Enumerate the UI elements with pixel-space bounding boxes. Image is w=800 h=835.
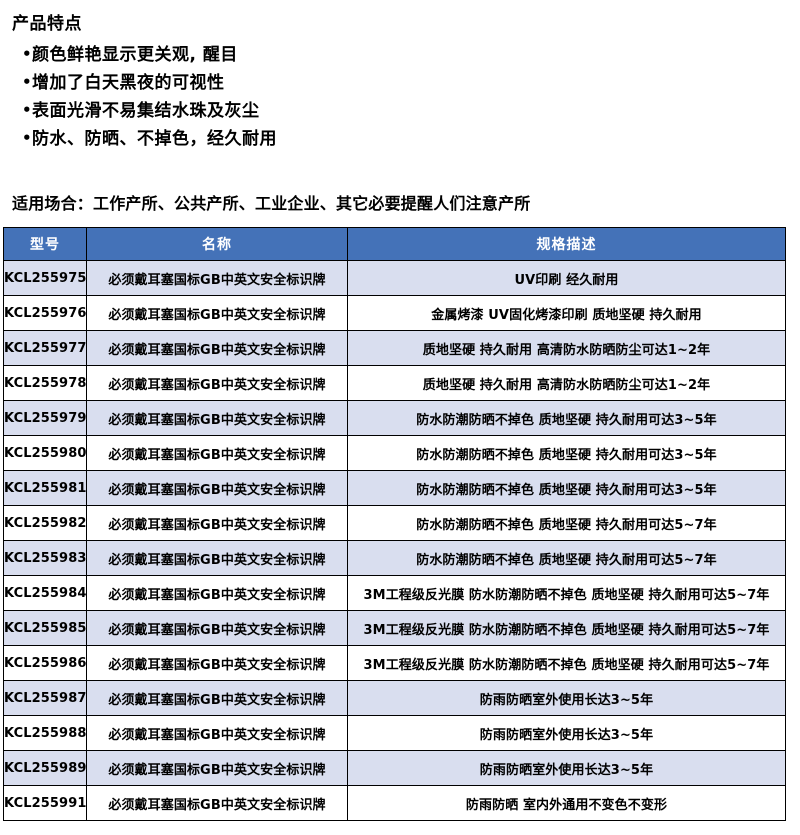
cell-model: KCL255989 bbox=[3, 750, 87, 787]
column-header-name: 名称 bbox=[86, 227, 348, 262]
table-row: KCL255981 必须戴耳塞国标GB中英文安全标识牌 防水防潮防晒不掉色 质地坚硬… bbox=[3, 470, 786, 507]
cell-spec: 防雨防晒室外使用长达3~5年 bbox=[347, 750, 786, 787]
applicable-scenario-line: 适用场合：工作产所、公共产所、工业企业、其它必要提醒人们注意产所 bbox=[12, 194, 531, 214]
cell-spec: 防水防潮防晒不掉色 质地坚硬 持久耐用可达3~5年 bbox=[347, 470, 786, 507]
cell-spec: 质地坚硬 持久耐用 高清防水防晒防尘可达1~2年 bbox=[347, 330, 786, 367]
table-row: KCL255989 必须戴耳塞国标GB中英文安全标识牌 防雨防晒室外使用长达3~5年 bbox=[3, 750, 786, 787]
cell-model: KCL255977 bbox=[3, 330, 87, 367]
feature-item-label: 增加了白天黑夜的可视性 bbox=[32, 73, 225, 94]
column-header-spec: 规格描述 bbox=[347, 227, 786, 262]
cell-spec: 防雨防晒室外使用长达3~5年 bbox=[347, 715, 786, 752]
cell-model: KCL255981 bbox=[3, 470, 87, 507]
product-features-title: 产品特点 bbox=[12, 14, 82, 34]
table-row: KCL255977 必须戴耳塞国标GB中英文安全标识牌 质地坚硬 持久耐用 高清防水… bbox=[3, 330, 786, 367]
cell-name: 必须戴耳塞国标GB中英文安全标识牌 bbox=[86, 295, 348, 332]
cell-spec: 防水防潮防晒不掉色 质地坚硬 持久耐用可达5~7年 bbox=[347, 540, 786, 577]
cell-model: KCL255979 bbox=[3, 400, 87, 437]
cell-model: KCL255975 bbox=[3, 260, 87, 297]
spec-table-wrapper: 型号 名称 规格描述 KCL255975 必须戴耳塞国标GB中英文安全标识牌 UV印… bbox=[0, 213, 800, 822]
cell-model: KCL255991 bbox=[3, 785, 87, 822]
table-row: KCL255979 必须戴耳塞国标GB中英文安全标识牌 防水防潮防晒不掉色 质地坚硬… bbox=[3, 400, 786, 437]
cell-name: 必须戴耳塞国标GB中英文安全标识牌 bbox=[86, 610, 348, 647]
cell-name: 必须戴耳塞国标GB中英文安全标识牌 bbox=[86, 505, 348, 542]
cell-name: 必须戴耳塞国标GB中英文安全标识牌 bbox=[86, 750, 348, 787]
table-row: KCL255982 必须戴耳塞国标GB中英文安全标识牌 防水防潮防晒不掉色 质地坚硬… bbox=[3, 505, 786, 542]
spec-table: 型号 名称 规格描述 KCL255975 必须戴耳塞国标GB中英文安全标识牌 UV印… bbox=[3, 227, 786, 822]
cell-model: KCL255984 bbox=[3, 575, 87, 612]
cell-name: 必须戴耳塞国标GB中英文安全标识牌 bbox=[86, 680, 348, 717]
cell-spec: 防水防潮防晒不掉色 质地坚硬 持久耐用可达5~7年 bbox=[347, 505, 786, 542]
table-row: KCL255991 必须戴耳塞国标GB中英文安全标识牌 防雨防晒 室内外通用不变色不… bbox=[3, 785, 786, 822]
feature-item: • 表面光滑不易集结水珠及灰尘 bbox=[12, 98, 800, 126]
cell-spec: 防雨防晒 室内外通用不变色不变形 bbox=[347, 785, 786, 822]
table-row: KCL255984 必须戴耳塞国标GB中英文安全标识牌 3M工程级反光膜 防水防潮防… bbox=[3, 575, 786, 612]
cell-name: 必须戴耳塞国标GB中英文安全标识牌 bbox=[86, 260, 348, 297]
spec-table-head: 型号 名称 规格描述 bbox=[3, 227, 786, 262]
cell-model: KCL255982 bbox=[3, 505, 87, 542]
cell-model: KCL255986 bbox=[3, 645, 87, 682]
cell-name: 必须戴耳塞国标GB中英文安全标识牌 bbox=[86, 785, 348, 822]
cell-model: KCL255988 bbox=[3, 715, 87, 752]
bullet-dot-icon: • bbox=[22, 101, 33, 120]
cell-model: KCL255976 bbox=[3, 295, 87, 332]
feature-item-label: 颜色鲜艳显示更关观, 醒目 bbox=[32, 45, 238, 66]
cell-model: KCL255985 bbox=[3, 610, 87, 647]
cell-spec: 3M工程级反光膜 防水防潮防晒不掉色 质地坚硬 持久耐用可达5~7年 bbox=[347, 645, 786, 682]
cell-name: 必须戴耳塞国标GB中英文安全标识牌 bbox=[86, 365, 348, 402]
cell-name: 必须戴耳塞国标GB中英文安全标识牌 bbox=[86, 470, 348, 507]
table-row: KCL255978 必须戴耳塞国标GB中英文安全标识牌 质地坚硬 持久耐用 高清防水… bbox=[3, 365, 786, 402]
table-row: KCL255983 必须戴耳塞国标GB中英文安全标识牌 防水防潮防晒不掉色 质地坚硬… bbox=[3, 540, 786, 577]
cell-name: 必须戴耳塞国标GB中英文安全标识牌 bbox=[86, 400, 348, 437]
bullet-dot-icon: • bbox=[22, 45, 33, 64]
column-header-model: 型号 bbox=[3, 227, 87, 262]
bullet-dot-icon: • bbox=[22, 73, 33, 92]
cell-name: 必须戴耳塞国标GB中英文安全标识牌 bbox=[86, 575, 348, 612]
product-features-list: • 颜色鲜艳显示更关观, 醒目 • 增加了白天黑夜的可视性 • 表面光滑不易集结水珠及灰尘… bbox=[12, 42, 800, 154]
feature-item: • 防水、防晒、不掉色，经久耐用 bbox=[12, 126, 800, 154]
product-features-section: 产品特点 • 颜色鲜艳显示更关观, 醒目 • 增加了白天黑夜的可视性 • 表面光滑不易集结… bbox=[0, 0, 800, 154]
cell-spec: 金属烤漆 UV固化烤漆印刷 质地坚硬 持久耐用 bbox=[347, 295, 786, 332]
table-row: KCL255980 必须戴耳塞国标GB中英文安全标识牌 防水防潮防晒不掉色 质地坚硬… bbox=[3, 435, 786, 472]
cell-model: KCL255983 bbox=[3, 540, 87, 577]
feature-item-label: 表面光滑不易集结水珠及灰尘 bbox=[32, 101, 260, 122]
spec-table-header-row: 型号 名称 规格描述 bbox=[3, 227, 786, 262]
cell-model: KCL255987 bbox=[3, 680, 87, 717]
feature-item: • 增加了白天黑夜的可视性 bbox=[12, 70, 800, 98]
table-row: KCL255987 必须戴耳塞国标GB中英文安全标识牌 防雨防晒室外使用长达3~5年 bbox=[3, 680, 786, 717]
cell-name: 必须戴耳塞国标GB中英文安全标识牌 bbox=[86, 435, 348, 472]
table-row: KCL255986 必须戴耳塞国标GB中英文安全标识牌 3M工程级反光膜 防水防潮防… bbox=[3, 645, 786, 682]
cell-name: 必须戴耳塞国标GB中英文安全标识牌 bbox=[86, 715, 348, 752]
cell-model: KCL255978 bbox=[3, 365, 87, 402]
spec-table-body: KCL255975 必须戴耳塞国标GB中英文安全标识牌 UV印刷 经久耐用 KCL25… bbox=[3, 260, 786, 822]
cell-name: 必须戴耳塞国标GB中英文安全标识牌 bbox=[86, 540, 348, 577]
cell-spec: 防水防潮防晒不掉色 质地坚硬 持久耐用可达3~5年 bbox=[347, 400, 786, 437]
table-row: KCL255975 必须戴耳塞国标GB中英文安全标识牌 UV印刷 经久耐用 bbox=[3, 260, 786, 297]
cell-model: KCL255980 bbox=[3, 435, 87, 472]
cell-spec: 防雨防晒室外使用长达3~5年 bbox=[347, 680, 786, 717]
bullet-dot-icon: • bbox=[22, 129, 33, 148]
table-row: KCL255988 必须戴耳塞国标GB中英文安全标识牌 防雨防晒室外使用长达3~5年 bbox=[3, 715, 786, 752]
cell-spec: 质地坚硬 持久耐用 高清防水防晒防尘可达1~2年 bbox=[347, 365, 786, 402]
cell-spec: 3M工程级反光膜 防水防潮防晒不掉色 质地坚硬 持久耐用可达5~7年 bbox=[347, 610, 786, 647]
table-row: KCL255985 必须戴耳塞国标GB中英文安全标识牌 3M工程级反光膜 防水防潮防… bbox=[3, 610, 786, 647]
table-row: KCL255976 必须戴耳塞国标GB中英文安全标识牌 金属烤漆 UV固化烤漆印刷 … bbox=[3, 295, 786, 332]
cell-name: 必须戴耳塞国标GB中英文安全标识牌 bbox=[86, 330, 348, 367]
cell-name: 必须戴耳塞国标GB中英文安全标识牌 bbox=[86, 645, 348, 682]
cell-spec: UV印刷 经久耐用 bbox=[347, 260, 786, 297]
cell-spec: 3M工程级反光膜 防水防潮防晒不掉色 质地坚硬 持久耐用可达5~7年 bbox=[347, 575, 786, 612]
cell-spec: 防水防潮防晒不掉色 质地坚硬 持久耐用可达3~5年 bbox=[347, 435, 786, 472]
feature-item-label: 防水、防晒、不掉色，经久耐用 bbox=[32, 129, 277, 150]
feature-item: • 颜色鲜艳显示更关观, 醒目 bbox=[12, 42, 800, 70]
